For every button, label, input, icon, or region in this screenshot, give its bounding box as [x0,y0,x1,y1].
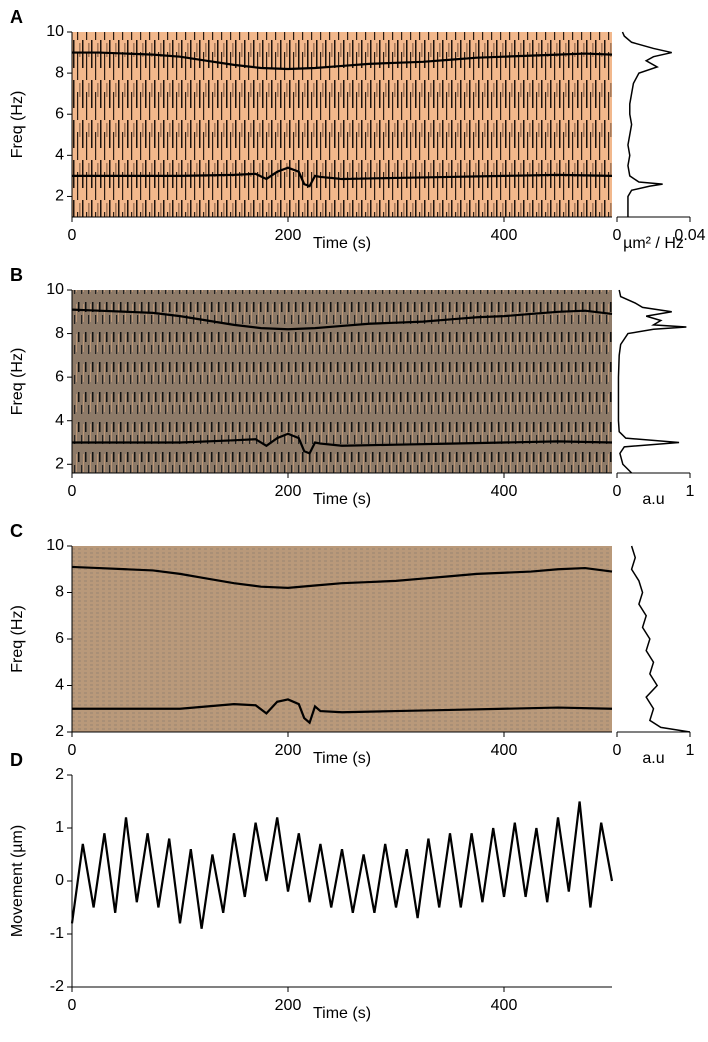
y-tick-label: 6 [55,630,64,647]
profile-tick-label: 0 [613,483,622,500]
x-tick-label: 200 [275,997,302,1014]
profile-tick-label: 1 [686,742,695,759]
y-tick-label: -1 [50,925,64,942]
y-tick-label: 10 [46,281,64,298]
ridge-line [72,432,613,455]
x-tick-label: 400 [491,483,518,500]
y-axis-label: Movement (µm) [9,825,26,937]
panel-label: B [10,265,23,285]
profile-tick-label: 0.04 [674,227,705,244]
ridge-line [71,308,613,331]
y-tick-label: 6 [55,105,64,122]
spectrogram [72,546,612,732]
x-axis-label: Time (s) [313,1005,371,1022]
panel-label: C [10,521,23,541]
x-tick-label: 0 [68,483,77,500]
profile-line [621,31,672,217]
ridge-line [72,166,613,188]
x-tick-label: 200 [275,742,302,759]
y-tick-label: 4 [55,677,64,694]
x-tick-label: 0 [68,997,77,1014]
y-tick-label: 2 [55,723,64,740]
x-tick-label: 400 [491,227,518,244]
x-tick-label: 200 [275,227,302,244]
ridge-line [72,698,613,725]
y-tick-label: 4 [55,147,64,164]
y-tick-label: 2 [55,766,64,783]
y-tick-label: 6 [55,368,64,385]
x-tick-label: 0 [68,742,77,759]
panel-label: D [10,750,23,770]
y-tick-label: 10 [46,537,64,554]
profile-line [617,289,687,474]
y-axis-label: Freq (Hz) [9,91,26,159]
ridge-line [71,565,613,589]
y-axis-label: Freq (Hz) [9,605,26,673]
profile-tick-label: 0 [613,742,622,759]
x-tick-label: 400 [491,997,518,1014]
ridge-line [70,801,614,929]
y-tick-label: 2 [55,456,64,473]
y-tick-label: 1 [55,819,64,836]
x-tick-label: 200 [275,483,302,500]
y-tick-label: 8 [55,64,64,81]
spectrogram [72,32,612,217]
x-axis-label: Time (s) [313,750,371,767]
x-axis-label: Time (s) [313,491,371,508]
profile-line [630,545,691,733]
profile-axis-label: a.u [642,491,664,508]
x-axis-label: Time (s) [313,235,371,252]
y-axis-label: Freq (Hz) [9,348,26,416]
y-tick-label: 8 [55,325,64,342]
x-tick-label: 0 [68,227,77,244]
y-tick-label: 4 [55,412,64,429]
ridge-line [72,51,613,71]
y-tick-label: 2 [55,188,64,205]
profile-tick-label: 1 [686,483,695,500]
profile-axis-label: µm² / Hz [623,235,684,252]
y-tick-label: 8 [55,584,64,601]
y-tick-label: -2 [50,978,64,995]
y-tick-label: 10 [46,23,64,40]
y-tick-label: 0 [55,872,64,889]
panel-label: A [10,7,23,27]
profile-tick-label: 0 [613,227,622,244]
profile-axis-label: a.u [642,750,664,767]
x-tick-label: 400 [491,742,518,759]
